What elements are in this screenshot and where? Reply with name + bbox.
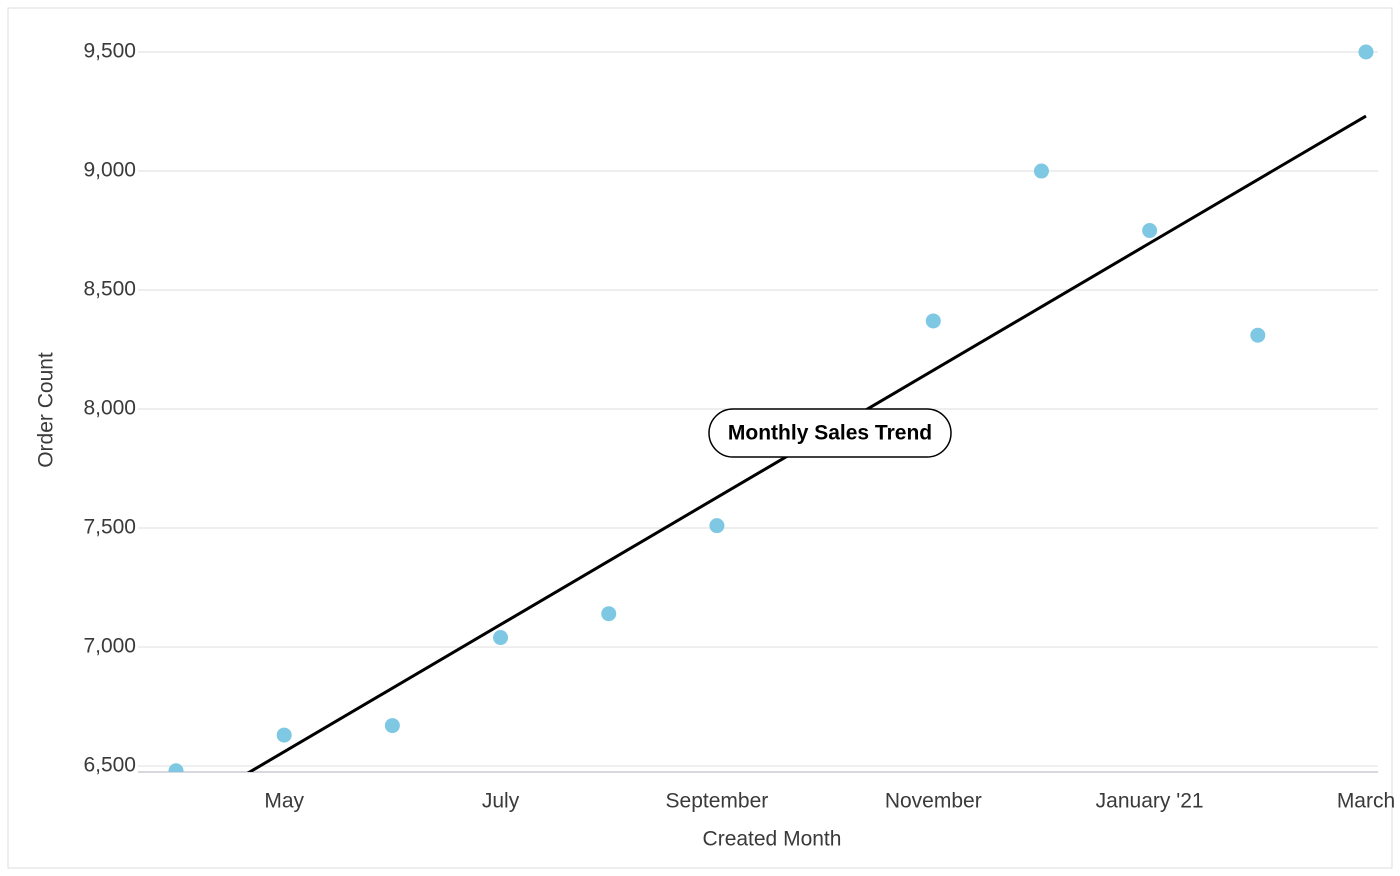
x-tick-label: September bbox=[666, 790, 769, 813]
data-point bbox=[493, 630, 509, 646]
data-point bbox=[1033, 163, 1049, 179]
x-tick-label: May bbox=[264, 790, 304, 813]
x-tick-label: November bbox=[885, 790, 982, 813]
trend-label-box bbox=[708, 408, 952, 458]
data-point bbox=[709, 518, 725, 534]
data-point bbox=[1358, 44, 1374, 60]
data-point bbox=[168, 763, 184, 772]
y-tick-label: 6,500 bbox=[83, 754, 136, 777]
trend-line bbox=[246, 114, 1367, 772]
x-tick-label: March bbox=[1337, 790, 1395, 813]
y-tick-label: 9,000 bbox=[83, 159, 136, 182]
trend-label: Monthly Sales Trend bbox=[728, 422, 932, 445]
data-point bbox=[925, 313, 941, 329]
data-point bbox=[1142, 223, 1158, 239]
plot-area bbox=[168, 44, 1374, 772]
chart-frame bbox=[7, 7, 1393, 869]
y-tick-label: 8,500 bbox=[83, 278, 136, 301]
data-point bbox=[276, 727, 292, 743]
data-point bbox=[601, 606, 617, 622]
y-axis-title: Order Count bbox=[35, 352, 58, 468]
x-tick-label: January '21 bbox=[1096, 790, 1204, 813]
x-tick-label: July bbox=[482, 790, 520, 813]
y-tick-label: 7,500 bbox=[83, 516, 136, 539]
y-tick-label: 8,000 bbox=[83, 397, 136, 420]
y-tick-label: 9,500 bbox=[83, 40, 136, 63]
y-tick-label: 7,000 bbox=[83, 635, 136, 658]
data-point bbox=[384, 718, 400, 734]
data-point bbox=[1250, 327, 1266, 343]
x-axis-title: Created Month bbox=[703, 828, 842, 851]
